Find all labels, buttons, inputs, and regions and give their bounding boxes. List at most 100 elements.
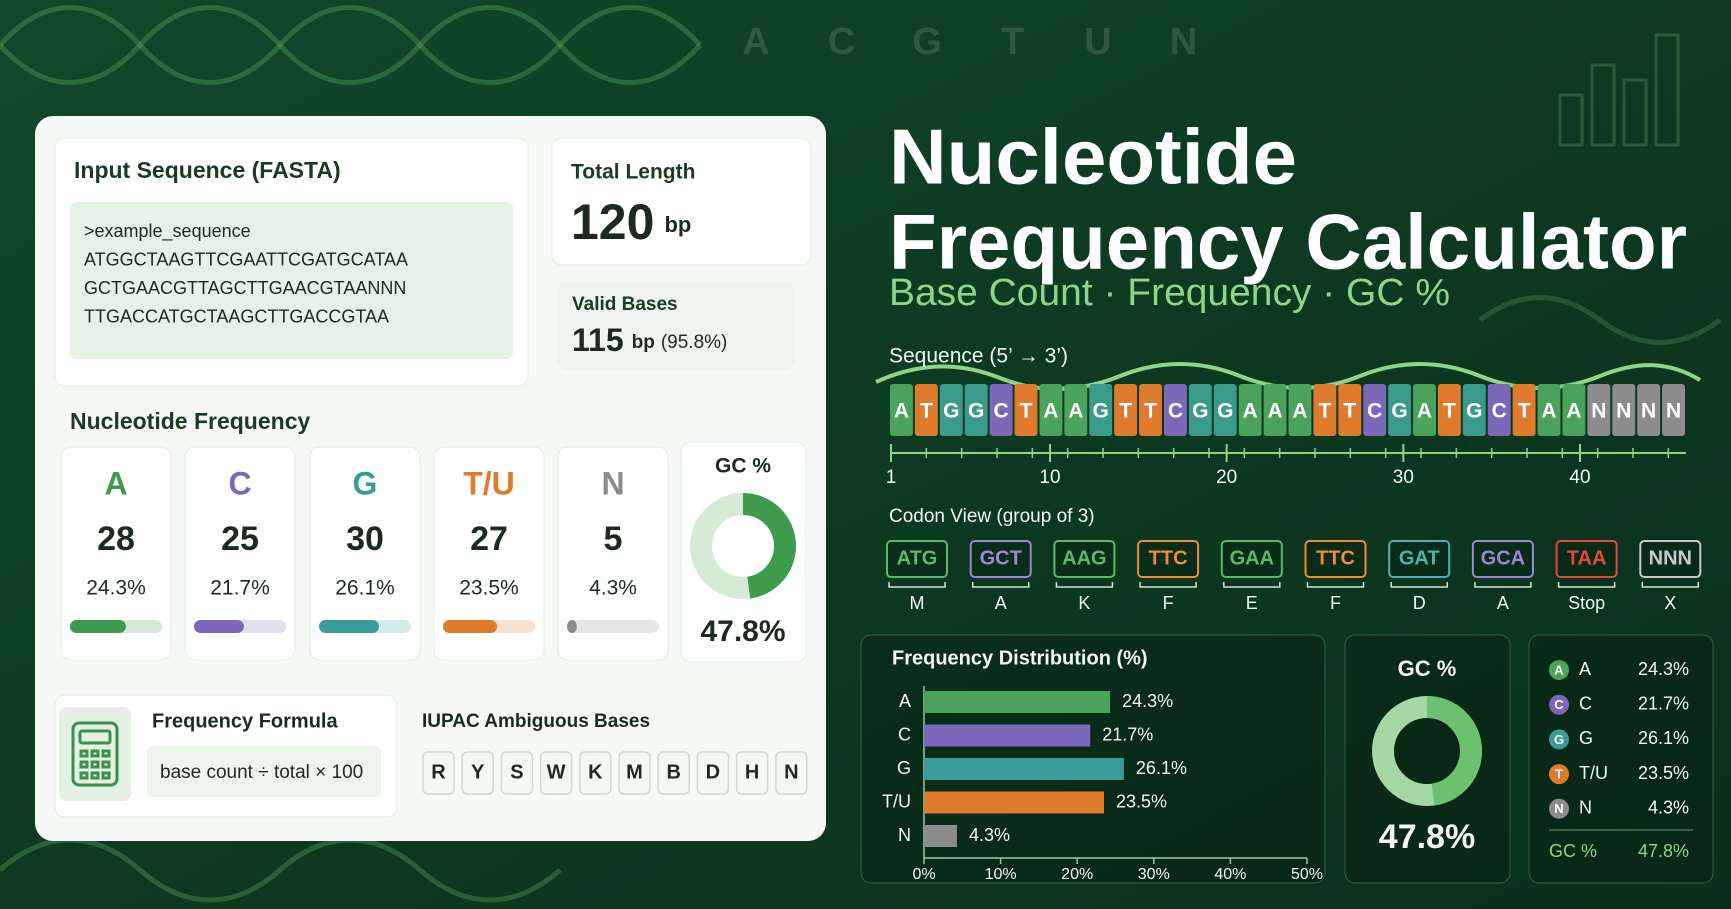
base-symbol: A <box>104 465 127 501</box>
legend-name: T/U <box>1579 763 1608 783</box>
legend-badge <box>1549 660 1569 680</box>
iupac-key <box>422 751 455 795</box>
bar-icon-decoration <box>1558 33 1680 147</box>
iupac-key <box>579 751 612 795</box>
strip-letter: G <box>1093 400 1109 423</box>
x-tick-label: 20% <box>1061 866 1093 883</box>
codon-bracket <box>1223 582 1281 588</box>
valid-bases-value: 115 bp (95.8%) <box>572 322 727 358</box>
total-length-number: 120 <box>571 194 654 250</box>
legend-name: A <box>1579 659 1591 679</box>
strip-letter: N <box>1666 400 1681 423</box>
legend-badge <box>1549 729 1569 750</box>
codon-bracket <box>971 582 1030 588</box>
strip-letter: A <box>1417 400 1432 423</box>
strip-letter: A <box>1541 400 1556 423</box>
valid-bases-card <box>557 282 795 370</box>
strip-cell <box>1288 384 1312 436</box>
category-label: G <box>897 758 911 778</box>
value-label: 21.7% <box>1102 724 1153 744</box>
x-tick-label: 0% <box>912 866 935 883</box>
strip-letter: C <box>1168 400 1183 423</box>
strip-cell <box>890 384 913 436</box>
value-label: 4.3% <box>969 825 1010 845</box>
x-tick-label: 50% <box>1291 866 1323 883</box>
amino-acid: F <box>1330 593 1341 613</box>
strip-letter: N <box>1641 400 1656 423</box>
strip-letter: A <box>1566 400 1581 423</box>
strip-letter: T <box>1443 400 1456 423</box>
formula-box <box>147 746 381 797</box>
helix-decoration <box>0 5 1722 903</box>
strip-letter: T <box>1119 400 1132 423</box>
strip-cell <box>914 384 938 436</box>
ruler-tick-label: 20 <box>1216 467 1237 488</box>
legend-name: G <box>1579 728 1593 748</box>
background-letter: G <box>912 21 942 63</box>
legend-percent: 23.5% <box>1638 763 1689 783</box>
title-line: Nucleotide <box>889 113 1297 201</box>
strip-cell <box>1487 384 1511 436</box>
iupac-key <box>461 751 494 795</box>
iupac-key <box>618 751 651 795</box>
strip-letter: T <box>1518 400 1531 423</box>
strip-cell <box>1238 384 1262 436</box>
frequency-label: Nucleotide Frequency <box>70 408 310 434</box>
valid-bases-label: Valid Bases <box>572 294 678 315</box>
legend-percent: 24.3% <box>1638 659 1689 679</box>
strip-cell <box>1537 384 1561 436</box>
progress-fill <box>70 620 126 633</box>
iupac-letter: B <box>666 761 680 783</box>
strip-letter: A <box>1043 400 1058 423</box>
strip-cell <box>989 384 1013 436</box>
strip-cell <box>1313 384 1337 436</box>
iupac-letter: W <box>547 761 566 783</box>
codon-text: TTC <box>1316 547 1355 569</box>
legend-badge-letter: G <box>1554 732 1564 747</box>
bar <box>924 825 957 847</box>
amino-acid: D <box>1413 593 1426 613</box>
strip-cell <box>1188 384 1212 436</box>
strip-cell <box>939 384 963 436</box>
strip-letter: G <box>1466 400 1482 423</box>
codon-bracket <box>888 582 946 588</box>
codon-text: GCT <box>980 547 1022 569</box>
gc-card <box>680 441 807 663</box>
codon-bracket <box>1306 582 1365 588</box>
legend-name: C <box>1579 693 1592 713</box>
legend-percent: 26.1% <box>1638 728 1689 748</box>
codon-box <box>1304 540 1367 578</box>
strip-cell <box>1413 384 1436 436</box>
codon-box <box>1555 540 1618 578</box>
strip-cell <box>1512 384 1536 436</box>
codon-box <box>969 540 1032 578</box>
iupac-letter: Y <box>471 761 485 783</box>
legend-percent: 21.7% <box>1638 693 1689 713</box>
value-label: 26.1% <box>1136 758 1187 778</box>
strip-letter: A <box>1267 400 1282 423</box>
codon-text: GAA <box>1230 547 1274 569</box>
iupac-letter: M <box>626 761 643 783</box>
legend-badge <box>1549 694 1569 715</box>
strip-cell <box>1363 384 1387 436</box>
strip-letter: T <box>1343 400 1356 423</box>
valid-bases-unit: bp <box>632 332 655 353</box>
legend-badge <box>1549 764 1569 785</box>
value-label: 23.5% <box>1116 791 1167 811</box>
base-count: 28 <box>97 520 135 558</box>
legend-badge-letter: A <box>1554 662 1564 677</box>
strip-letter: G <box>1391 400 1407 423</box>
codon-box <box>886 540 948 578</box>
strip-letter: A <box>1243 400 1258 423</box>
base-card <box>184 446 296 661</box>
strip-letter: T <box>1144 400 1157 423</box>
strip-cell <box>1114 384 1138 436</box>
sequence-label: Sequence (5’ → 3’) <box>889 345 1068 368</box>
strip-cell <box>1263 384 1287 436</box>
codon-label: Codon View (group of 3) <box>889 506 1095 527</box>
codon-box <box>1053 540 1116 578</box>
strip-letter: G <box>1192 400 1208 423</box>
iupac-key <box>500 751 534 795</box>
iupac-letter: D <box>706 761 720 783</box>
